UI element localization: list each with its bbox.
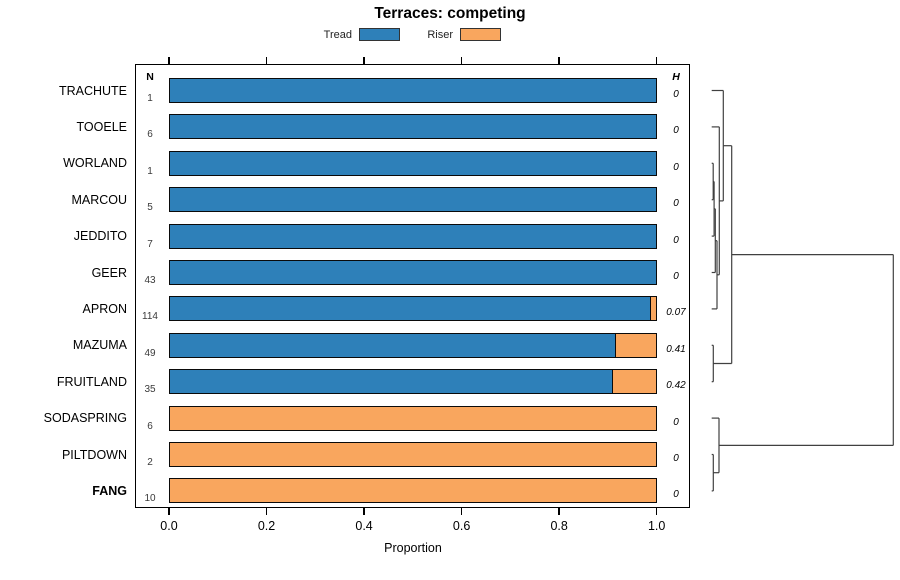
h-value: 0 bbox=[673, 198, 679, 210]
n-value: 6 bbox=[147, 420, 153, 432]
row-label: MARCOU bbox=[71, 192, 127, 207]
row-label: FANG bbox=[92, 483, 127, 498]
x-tick-label: 0.8 bbox=[550, 519, 568, 533]
bar-riser bbox=[169, 405, 657, 431]
x-axis-title: Proportion bbox=[384, 541, 442, 555]
x-tick-label: 0.2 bbox=[257, 519, 276, 533]
bar-tread bbox=[169, 114, 657, 140]
row-label: TRACHUTE bbox=[58, 83, 127, 98]
bar-riser bbox=[614, 332, 657, 358]
bar-riser bbox=[650, 296, 657, 322]
x-tick-top bbox=[558, 57, 560, 64]
bar-tread bbox=[169, 369, 614, 395]
h-value: 0 bbox=[673, 453, 679, 464]
n-value: 1 bbox=[147, 93, 153, 104]
h-value: 0 bbox=[673, 271, 679, 282]
x-tick-top bbox=[265, 57, 268, 64]
bar-tread bbox=[169, 150, 657, 176]
h-value: 0 bbox=[673, 161, 679, 173]
n-value: 10 bbox=[144, 493, 156, 505]
legend-swatch-tread bbox=[359, 28, 400, 41]
bar-tread bbox=[169, 260, 657, 285]
bar-tread bbox=[169, 78, 657, 103]
n-value: 2 bbox=[147, 457, 153, 468]
h-value: 0 bbox=[673, 489, 679, 501]
bar-riser bbox=[611, 369, 657, 395]
x-tick-bottom bbox=[655, 508, 658, 515]
x-tick-label: 0.4 bbox=[355, 519, 373, 533]
n-value: 35 bbox=[144, 384, 156, 396]
x-tick-bottom bbox=[363, 508, 365, 515]
plot-area-border bbox=[135, 64, 690, 508]
legend-label-tread: Tread bbox=[323, 29, 352, 41]
n-value: 6 bbox=[147, 129, 153, 141]
h-value: 0 bbox=[673, 234, 679, 246]
h-value: 0 bbox=[673, 416, 679, 428]
chart-title: Terraces: competing bbox=[374, 5, 526, 22]
h-value: 0.41 bbox=[666, 343, 686, 355]
row-label: MAZUMA bbox=[72, 338, 127, 353]
row-label: FRUITLAND bbox=[56, 374, 127, 389]
x-tick-bottom bbox=[558, 508, 560, 515]
bar-riser bbox=[169, 478, 657, 504]
n-value: 7 bbox=[147, 238, 153, 250]
row-label: JEDDITO bbox=[73, 229, 127, 244]
h-value: 0 bbox=[673, 89, 679, 100]
row-label: GEER bbox=[91, 265, 127, 280]
x-tick-label: 0.0 bbox=[160, 519, 178, 533]
bar-riser bbox=[169, 442, 657, 467]
x-tick-top bbox=[363, 57, 365, 64]
bar-tread bbox=[169, 332, 617, 358]
n-value: 43 bbox=[144, 275, 156, 286]
row-label: SODASPRING bbox=[43, 411, 127, 426]
x-tick-label: 1.0 bbox=[647, 519, 666, 533]
n-value: 5 bbox=[147, 202, 153, 214]
bar-tread bbox=[169, 187, 657, 213]
row-label: APRON bbox=[82, 301, 127, 316]
x-tick-top bbox=[168, 57, 170, 64]
h-value: 0.07 bbox=[666, 307, 686, 319]
n-column-header: N bbox=[146, 71, 154, 83]
x-tick-label: 0.6 bbox=[452, 519, 471, 533]
x-tick-bottom bbox=[460, 508, 463, 515]
bar-tread bbox=[169, 223, 657, 249]
h-column-header: H bbox=[672, 71, 680, 83]
n-value: 114 bbox=[142, 311, 158, 323]
x-tick-top bbox=[460, 57, 463, 64]
n-value: 1 bbox=[147, 165, 153, 177]
x-tick-top bbox=[655, 57, 658, 64]
row-label: TOOELE bbox=[76, 119, 127, 134]
h-value: 0.42 bbox=[666, 380, 686, 392]
x-tick-bottom bbox=[265, 508, 268, 515]
bar-tread bbox=[169, 296, 652, 322]
row-label: WORLAND bbox=[63, 156, 127, 171]
n-value: 49 bbox=[144, 347, 156, 359]
legend-label-riser: Riser bbox=[427, 29, 453, 41]
h-value: 0 bbox=[673, 125, 679, 137]
row-label: PILTDOWN bbox=[61, 447, 127, 462]
legend-swatch-riser bbox=[460, 28, 501, 41]
x-tick-bottom bbox=[168, 508, 170, 515]
